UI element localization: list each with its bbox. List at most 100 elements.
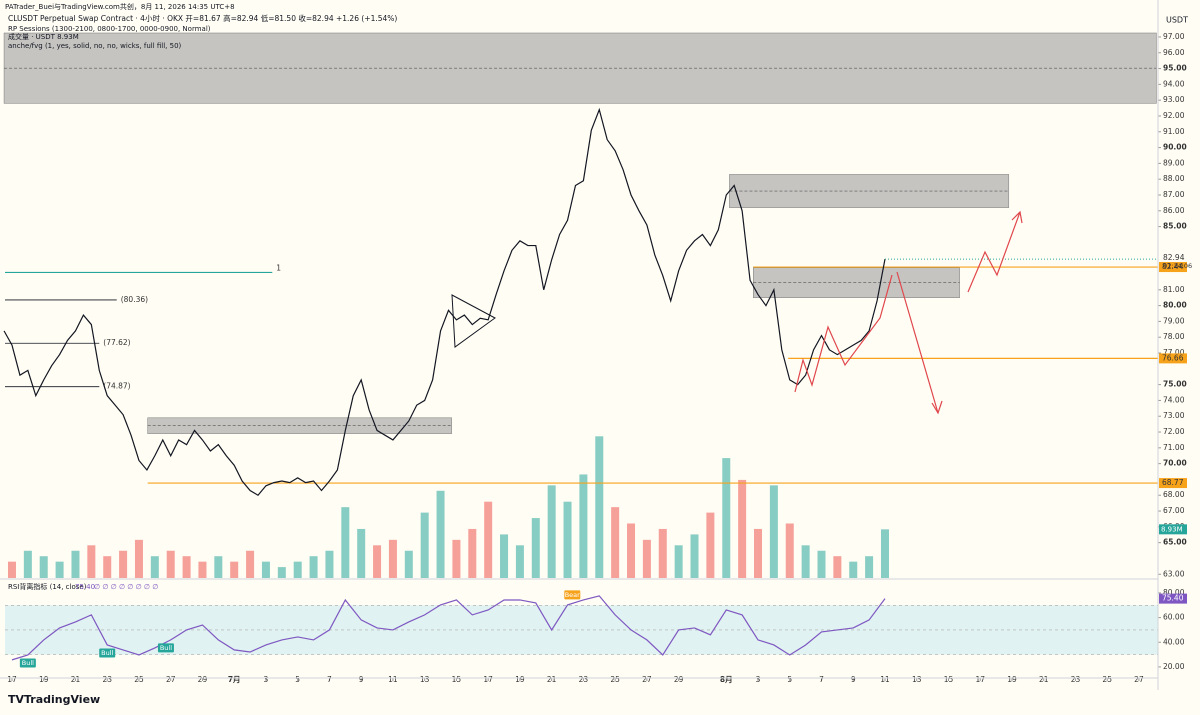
arrows [794,210,1023,415]
price-badge-label: 76.66 [1162,353,1184,362]
x-tick-label: 27 [166,675,176,684]
volume-bar [452,539,461,578]
volume-bar [198,561,207,578]
x-tick-label: 25 [134,675,144,684]
rsi-tick-label: 20.00 [1163,662,1185,671]
y-tick-label: 87.00 [1163,190,1185,199]
x-tick-label: 7 [327,675,332,684]
y-tick-label: 80.00 [1163,301,1187,310]
volume-bar [738,479,747,578]
volume-bar [150,556,159,578]
signal-tag [99,648,116,658]
x-tick-label: 19 [39,675,49,684]
volume-bar [7,561,16,578]
volume-bar [71,550,80,578]
price-line [3,107,886,497]
x-tick-label: 17 [483,675,493,684]
x-tick-label: 23 [102,675,112,684]
wave [794,274,893,393]
arrow-head [1011,210,1023,224]
x-tick-label: 23 [579,675,589,684]
rsi-value: 75.40 [75,583,95,591]
x-tick-label: 9 [359,675,364,684]
volume-bar [373,545,382,578]
volume-bar [674,545,683,578]
volume-bar [293,561,302,578]
volume-bar [261,561,270,578]
x-tick-label: 21 [71,675,81,684]
x-tick-label: 3 [264,675,269,684]
volume-bar [801,545,810,578]
volume-bar [706,512,715,578]
x-tick-label: 15 [944,675,954,684]
volume-bar [103,556,112,578]
y-tick-label: 75.00 [1163,380,1187,389]
volume-bar [531,518,540,578]
x-tick-label: 11 [880,675,890,684]
volume-bar [87,545,96,578]
x-tick-label: 21 [1039,675,1049,684]
y-tick-label: 68.00 [1163,490,1185,499]
price-badge-label: 68.77 [1162,478,1184,487]
signal-tag [19,658,36,668]
y-tick-label: 65.00 [1163,538,1187,547]
rsi-tick-label: 40.00 [1163,637,1185,646]
y-tick-label: 77.00 [1163,348,1185,357]
volume-bar [277,567,286,578]
volume-bar [817,550,826,578]
x-tick-label: 21 [547,675,557,684]
signal-label: Bull [101,649,113,657]
triangle-pattern [451,294,496,348]
y-tick-label: 79.00 [1163,316,1185,325]
price-badge [1159,262,1187,273]
volume-bar [785,523,794,578]
x-tick-label: 25 [1102,675,1112,684]
indicator: 成交量 · USDT 8.93M [8,32,79,41]
pivot-label: (80.36) [121,295,148,304]
x-tick-label: 13 [420,675,430,684]
arrow-head [931,400,943,415]
volume-bar [246,550,255,578]
volume-bar [515,545,524,578]
countdown: 01:24:06 [1163,262,1192,270]
y-tick-label: 86.00 [1163,206,1185,215]
indicator: RP Sessions (1300-2100, 0800-1700, 0000-… [8,25,211,33]
x-tick-label: 7 [819,675,824,684]
pivot-label: (74.87) [103,382,130,391]
y-tick-label: 88.00 [1163,174,1185,183]
x-tick-label: 25 [610,675,620,684]
x-tick-label: 23 [1071,675,1081,684]
price-badge-label: 82.44 [1162,262,1184,271]
y-tick-label: 63.00 [1163,569,1185,578]
volume-bar [690,534,699,578]
x-tick-label: 29 [198,675,208,684]
indicator: anche/fvg (1, yes, solid, no, no, wicks,… [8,42,182,50]
rsi-badge-label: 75.40 [1162,594,1184,603]
x-tick-label: 17 [975,675,985,684]
y-tick-label: 97.00 [1163,32,1185,41]
price-badge [1159,478,1187,489]
x-tick-label: 19 [515,675,525,684]
credit: PATrader_Buei与TradingView.com共创，8月 11, 2… [5,2,235,11]
x-tick-label: 29 [674,675,684,684]
x-tick-label: 27 [642,675,652,684]
y-tick-label: 70.00 [1163,459,1187,468]
volume-bar [722,458,731,578]
x-tick-label: 27 [1134,675,1144,684]
x-tick-label: 17 [7,675,17,684]
signal-tag [157,643,174,653]
y-tick-label: 85.00 [1163,222,1187,231]
volume-bar [388,539,397,578]
y-tick-label: 96.00 [1163,48,1185,57]
volume-bar [563,501,572,578]
x-tick-label: 7月 [228,675,241,684]
rsi-badge [1159,593,1187,604]
volume-bar [468,528,477,578]
volume-bar [214,556,223,578]
rsi-tick-label: 60.00 [1163,613,1185,622]
volume-bar [119,550,128,578]
rsi-na: ∅ ∅ ∅ ∅ ∅ ∅ ∅ ∅ [94,583,158,591]
signal-label: Bear [565,591,580,599]
pivot-label: (77.62) [103,338,130,347]
signal-label: Bull [22,659,34,667]
